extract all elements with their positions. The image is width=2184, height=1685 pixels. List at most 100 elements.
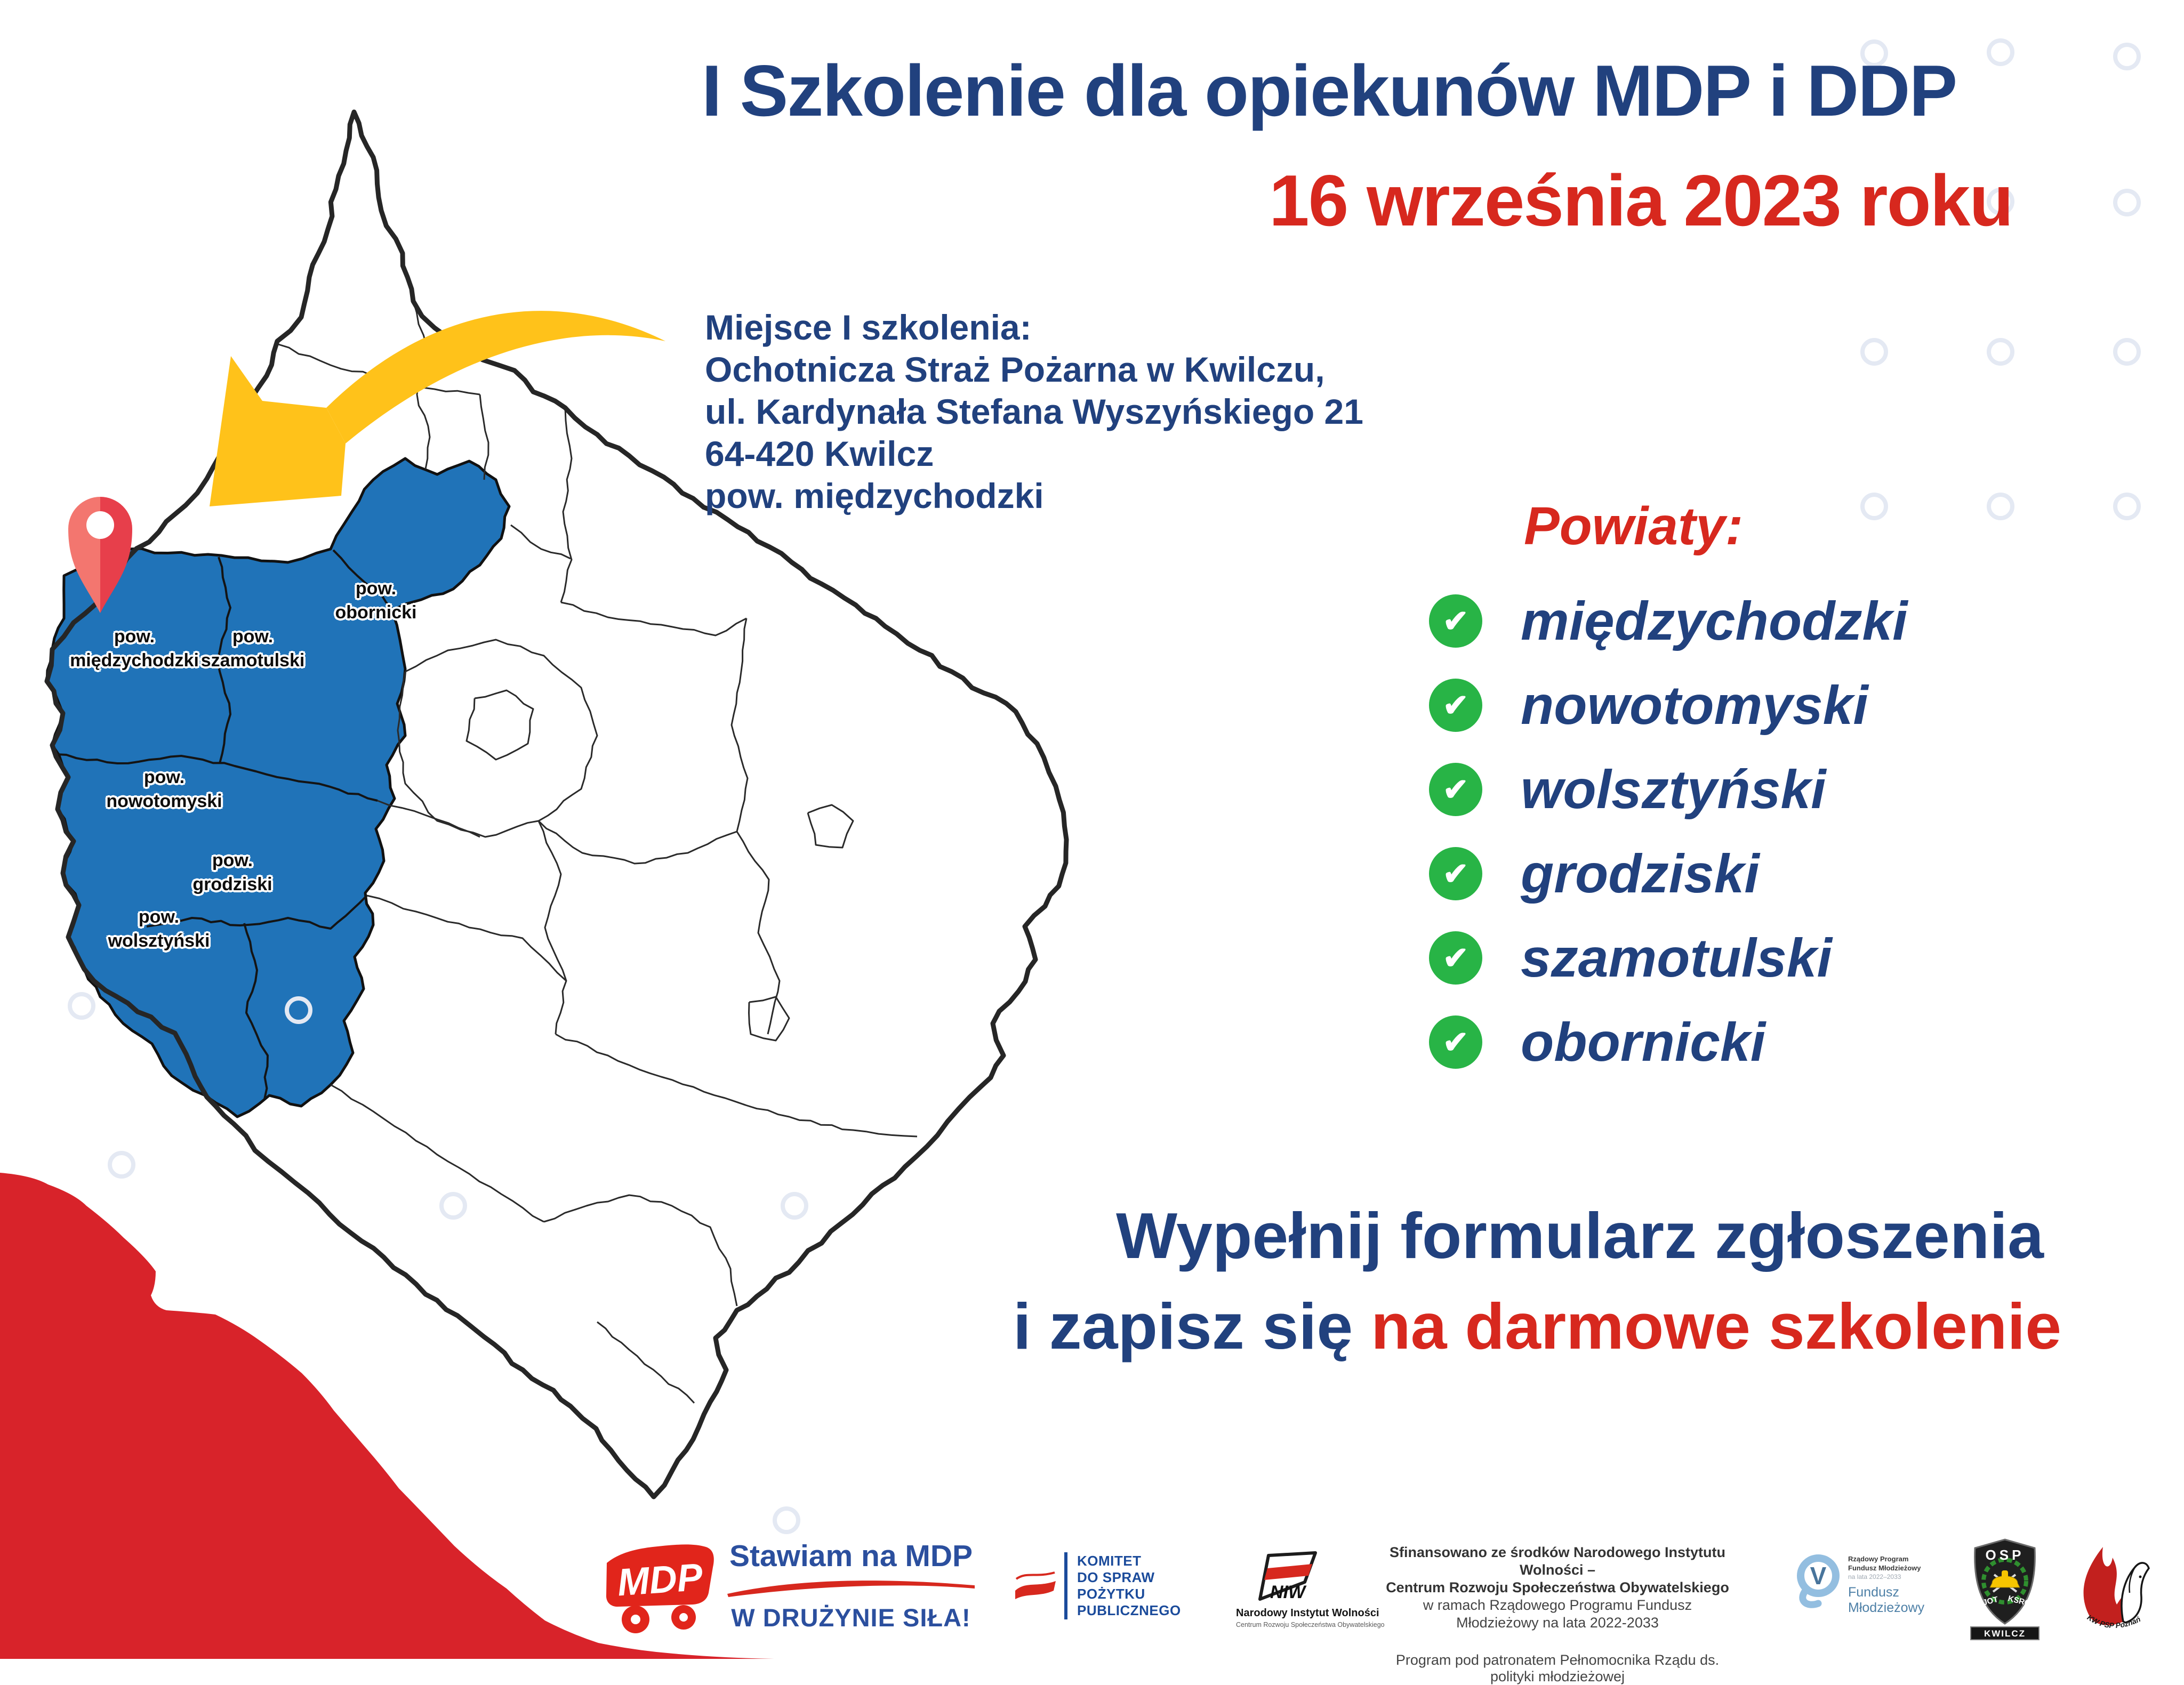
county-border-line <box>330 1084 544 1223</box>
decorative-ring <box>1987 338 2014 366</box>
venue-line: Ochotnicza Straż Pożarna w Kwilczu, <box>705 350 1325 389</box>
county-border-line <box>465 689 534 761</box>
map-label-grodziski: pow. grodziski <box>192 850 272 894</box>
county-border-line <box>278 343 480 396</box>
decorative-ring <box>1987 493 2014 520</box>
svg-text:OSP: OSP <box>1986 1547 2025 1563</box>
mdp-slogan: Stawiam na MDP W DRUŻYNIE SIŁA! <box>723 1538 979 1632</box>
osp-kwilcz-badge: OSP JOT KSRG KWILCZ <box>1970 1538 2040 1640</box>
cta-highlight: na darmowe szkolenie <box>1371 1290 2062 1362</box>
decorative-ring <box>781 1192 808 1220</box>
check-icon: ✔ <box>1429 847 1482 900</box>
powiat-name: nowotomyski <box>1521 675 1868 736</box>
svg-text:V: V <box>1810 1562 1827 1590</box>
fundusz-mlodziezowy-logo: V Rządowy Program Fundusz Młodzieżowy na… <box>1794 1550 1924 1616</box>
venue-block: Miejsce I szkolenia: Ochotnicza Straż Po… <box>705 307 1363 517</box>
decorative-ring <box>1860 493 1888 520</box>
mdp-truck-logo: MDP <box>606 1544 714 1633</box>
powiat-item: ✔ międzychodzki <box>1429 579 1908 663</box>
powiat-name: obornicki <box>1521 1012 1766 1073</box>
powiat-item: ✔ grodziski <box>1429 832 1908 916</box>
highlighted-county-divider <box>332 549 394 610</box>
divider-bar <box>1064 1552 1067 1619</box>
decorative-ring <box>439 1192 467 1220</box>
highlighted-county-divider <box>216 557 231 764</box>
decorative-ring <box>2113 338 2141 366</box>
decorative-ring <box>2113 189 2141 216</box>
decorative-ring <box>1860 39 1888 67</box>
county-border-line <box>560 407 573 603</box>
county-border-line <box>377 800 480 838</box>
fundusz-v-icon: V <box>1797 1554 1840 1608</box>
county-border-line <box>748 996 790 1042</box>
decorative-ring <box>1987 188 2014 215</box>
county-border-line <box>537 820 737 865</box>
powiat-name: wolsztyński <box>1521 759 1826 820</box>
funding-note: Sfinansowano ze środków Narodowego Insty… <box>1386 1544 1729 1684</box>
county-border-line <box>366 894 567 982</box>
kw-psp-poznan-logo: KW PSP Poznań <box>2083 1547 2150 1630</box>
map-label-szamotulski: pow. szamotulski <box>200 626 305 671</box>
niw-flag-icon: NIW <box>1258 1551 1317 1602</box>
cta-line1: Wypełnij formularz zgłoszenia <box>1116 1199 2044 1272</box>
county-border-line <box>730 618 749 832</box>
svg-text:NIW: NIW <box>1270 1582 1307 1602</box>
decorative-ring <box>2113 493 2141 520</box>
decorative-ring <box>108 1151 135 1179</box>
map-label-wolsztynski: pow. wolsztyński <box>108 907 210 951</box>
niw-logo: NIW Narodowy Instytut Wolności Centrum R… <box>1236 1550 1385 1628</box>
county-border-line <box>397 639 598 838</box>
decorative-ring <box>285 996 312 1024</box>
highlighted-county-divider <box>146 894 368 930</box>
venue-line: ul. Kardynała Stefana Wyszyńskiego 21 <box>705 392 1363 431</box>
event-date: 16 września 2023 roku <box>1269 160 2013 241</box>
county-border-line <box>560 601 747 636</box>
powiat-item: ✔ nowotomyski <box>1429 663 1908 747</box>
map-label-miedzychodzki: pow. międzychodzki <box>70 626 199 671</box>
county-border-line <box>807 804 854 849</box>
svg-text:KWILCZ: KWILCZ <box>1984 1628 2026 1639</box>
check-icon: ✔ <box>1429 763 1482 816</box>
komitet-text: KOMITET DO SPRAW POŻYTKU PUBLICZNEGO <box>1077 1553 1181 1618</box>
county-border-line <box>537 820 567 1035</box>
cta-line2: i zapisz się na darmowe szkolenie <box>1013 1290 2062 1362</box>
check-icon: ✔ <box>1429 679 1482 732</box>
check-icon: ✔ <box>1429 931 1482 985</box>
county-border-line <box>597 1321 695 1404</box>
slogan-line1: Stawiam na MDP <box>729 1539 973 1573</box>
powiaty-heading: Powiaty: <box>1524 496 1744 556</box>
decorative-ring <box>773 1506 800 1534</box>
highlighted-county-divider <box>243 923 269 1100</box>
powiat-item: ✔ szamotulski <box>1429 916 1908 1000</box>
map-label-nowotomyski: pow. nowotomyski <box>106 767 222 811</box>
venue-line: 64-420 Kwilcz <box>705 434 934 473</box>
powiat-item: ✔ obornicki <box>1429 1000 1908 1084</box>
powiat-item: ✔ wolsztyński <box>1429 747 1908 832</box>
powiat-name: szamotulski <box>1521 928 1832 988</box>
venue-heading: Miejsce I szkolenia: <box>705 308 1032 347</box>
county-border-line <box>555 1033 918 1138</box>
map-label-obornicki: pow. obornicki <box>335 578 417 623</box>
red-swoosh-underline <box>727 1581 975 1597</box>
county-border-line <box>510 524 571 560</box>
slogan-line2: W DRUŻYNIE SIŁA! <box>731 1603 971 1632</box>
powiaty-list: ✔ międzychodzki ✔ nowotomyski ✔ wolsztyń… <box>1429 579 1908 1084</box>
powiat-name: międzychodzki <box>1521 591 1908 651</box>
check-icon: ✔ <box>1429 594 1482 648</box>
check-icon: ✔ <box>1429 1015 1482 1069</box>
decorative-ring <box>68 992 95 1020</box>
decorative-ring <box>1860 338 1888 366</box>
county-border-line <box>543 1194 738 1307</box>
county-border-line <box>736 831 781 1035</box>
svg-text:JOT: JOT <box>1982 1595 1999 1608</box>
decorative-ring <box>2113 43 2141 70</box>
event-title: I Szkolenie dla opiekunów MDP i DDP <box>702 50 1957 131</box>
venue-line: pow. międzychodzki <box>705 476 1044 515</box>
svg-text:MDP: MDP <box>616 1555 704 1604</box>
komitet-logo: KOMITET DO SPRAW POŻYTKU PUBLICZNEGO <box>1014 1552 1181 1619</box>
polish-flag-icon <box>1015 1571 1056 1599</box>
powiat-name: grodziski <box>1521 843 1760 904</box>
highlighted-county-divider <box>55 753 378 802</box>
decorative-ring <box>1987 38 2014 66</box>
